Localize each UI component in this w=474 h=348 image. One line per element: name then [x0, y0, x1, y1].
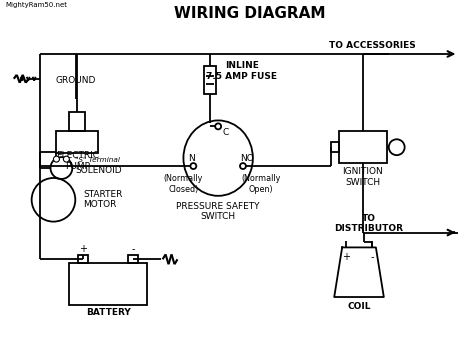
Text: GROUND: GROUND — [55, 76, 96, 85]
Bar — [69, 263, 147, 305]
Circle shape — [240, 163, 246, 169]
Text: WIRING DIAGRAM: WIRING DIAGRAM — [174, 6, 326, 21]
Text: PRESSURE SAFETY
SWITCH: PRESSURE SAFETY SWITCH — [176, 202, 260, 221]
Text: ELECTRIC
PUMP: ELECTRIC PUMP — [56, 151, 99, 171]
Text: -: - — [370, 252, 374, 262]
Text: IGNITION
SWITCH: IGNITION SWITCH — [343, 167, 383, 187]
Circle shape — [54, 156, 59, 162]
Circle shape — [64, 156, 69, 162]
Circle shape — [191, 163, 196, 169]
Text: +: + — [79, 244, 87, 254]
Circle shape — [215, 124, 221, 129]
Bar — [331, 142, 339, 152]
Text: N: N — [188, 153, 195, 163]
Text: C: C — [223, 128, 229, 137]
Text: INLINE
7.5 AMP FUSE: INLINE 7.5 AMP FUSE — [207, 61, 277, 80]
Text: TO
DISTRIBUTOR: TO DISTRIBUTOR — [335, 214, 403, 233]
Text: SOLENOID: SOLENOID — [75, 166, 122, 175]
Text: (Normally
Closed): (Normally Closed) — [164, 174, 203, 193]
Polygon shape — [334, 247, 384, 297]
Text: BATTERY: BATTERY — [86, 308, 130, 317]
Text: NO: NO — [240, 153, 254, 163]
Bar — [204, 66, 216, 94]
Bar — [69, 111, 85, 131]
Text: -: - — [131, 244, 135, 254]
Bar — [78, 255, 88, 263]
Text: MightyRam50.net: MightyRam50.net — [6, 2, 68, 8]
Bar — [128, 255, 138, 263]
Text: +: + — [342, 252, 350, 262]
Text: STARTER
MOTOR: STARTER MOTOR — [83, 190, 123, 209]
Bar — [56, 131, 98, 153]
Bar — [339, 131, 387, 163]
Text: COIL: COIL — [347, 302, 371, 311]
Text: "S" Terminal: "S" Terminal — [75, 157, 120, 163]
Text: TO ACCESSORIES: TO ACCESSORIES — [329, 40, 416, 49]
Text: (Normally
Open): (Normally Open) — [241, 174, 281, 193]
